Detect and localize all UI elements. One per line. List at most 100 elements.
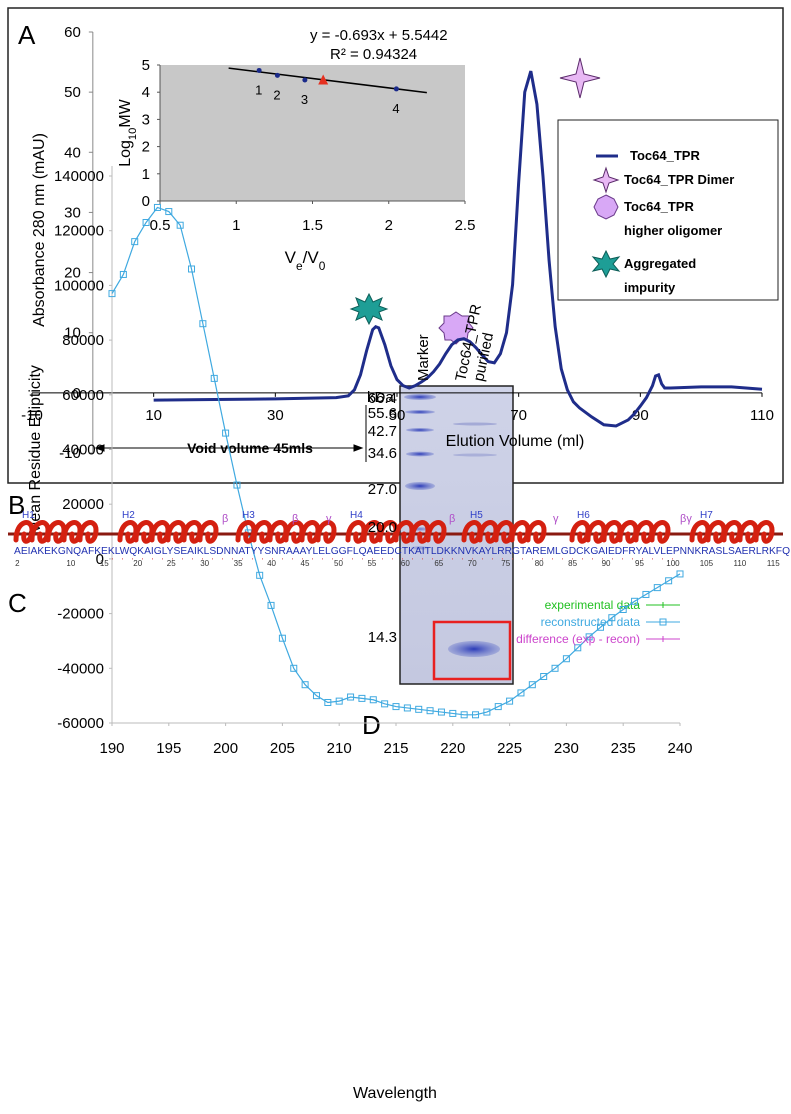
cd-point: [153, 203, 161, 211]
cd-point: [267, 601, 275, 609]
annotation: Void volume 45mls: [187, 440, 313, 456]
residue-number: 60: [401, 559, 410, 568]
turn-label: γ: [553, 513, 559, 525]
x-tick-label: 215: [383, 740, 408, 757]
x-tick-label: 210: [327, 740, 352, 757]
residue-number: 25: [167, 559, 176, 568]
helix-turn: [649, 520, 671, 544]
legend-label: reconstructed data: [541, 615, 641, 629]
cd-point: [369, 696, 377, 704]
aggregate-marker: [349, 292, 389, 326]
y-tick-label: 120000: [54, 223, 104, 240]
legend-swatch: [659, 618, 667, 626]
y-axis-label-part: Log: [117, 140, 134, 167]
x-axis-label-part: /V: [303, 248, 320, 267]
cd-point: [540, 673, 548, 681]
y-tick-label: 3: [142, 111, 150, 128]
x-tick-label: 30: [267, 407, 284, 424]
y-tick-label: 0: [142, 193, 150, 210]
legend-label: higher oligomer: [624, 223, 722, 238]
point: [274, 72, 280, 78]
cd-point: [631, 597, 639, 605]
cd-point: [596, 623, 604, 631]
legend-label: Toc64_TPR Dimer: [624, 172, 734, 187]
y-axis-label: Log10MW: [117, 98, 139, 166]
cd-point: [403, 704, 411, 712]
oligomer-marker: [438, 311, 474, 345]
trendline: [228, 67, 427, 94]
lane-label: Marker: [415, 334, 432, 381]
x-axis-label-part: e: [296, 259, 303, 273]
cd-point: [437, 708, 445, 716]
cd-point: [585, 633, 593, 641]
y-tick-label: 40: [64, 144, 81, 161]
cd-point: [312, 692, 320, 700]
marker-label: 55.6: [368, 405, 397, 422]
y-tick-label: 140000: [54, 168, 104, 185]
x-tick-label: 2.5: [455, 217, 476, 234]
cd-point: [301, 681, 309, 689]
x-tick-label: 1.5: [302, 217, 323, 234]
x-tick-label: 200: [213, 740, 238, 757]
y-tick-label: 0: [96, 551, 104, 568]
cd-point: [335, 697, 343, 705]
point-label: 3: [301, 92, 308, 107]
y-tick-label: 50: [64, 84, 81, 101]
cd-point: [562, 655, 570, 663]
turn-label: β: [222, 513, 228, 525]
x-axis-label: Ve/V0: [285, 248, 326, 273]
x-tick-label: 110: [750, 407, 774, 424]
residue-number: 75: [501, 559, 510, 568]
cd-point: [347, 693, 355, 701]
y-tick-label: 2: [142, 139, 150, 156]
helix-turn: [197, 520, 219, 544]
point-label: 4: [392, 101, 399, 116]
r-squared: R² = 0.94324: [330, 46, 417, 63]
panel-label: C: [8, 588, 27, 618]
point: [302, 77, 308, 83]
x-tick-label: 2: [385, 217, 393, 234]
point-label: 1: [255, 82, 262, 97]
residue-number: 10: [66, 559, 75, 568]
point: [393, 86, 399, 92]
cd-point: [642, 590, 650, 598]
x-axis-label-part: V: [285, 248, 297, 267]
x-tick-label: 220: [440, 740, 465, 757]
legend-swatch: [591, 249, 621, 279]
dimer-marker: [559, 57, 601, 99]
cd-point: [494, 703, 502, 711]
marker-label: 42.7: [368, 423, 397, 440]
y-tick-label: 30: [64, 204, 81, 221]
residue-number: 2: [15, 559, 20, 568]
x-tick-label: 240: [667, 740, 692, 757]
y-axis-label-part: 10: [127, 128, 139, 140]
cd-point: [676, 570, 684, 578]
residue-number: 35: [234, 559, 243, 568]
x-tick-label: 70: [510, 407, 527, 424]
cd-point: [199, 320, 207, 328]
cd-point: [392, 703, 400, 711]
y-tick-label: -20000: [57, 606, 104, 623]
y-tick-label: -10: [59, 445, 81, 462]
helix-label: H2: [122, 510, 135, 521]
x-tick-label: 235: [611, 740, 636, 757]
residue-number: 40: [267, 559, 276, 568]
x-tick-label: 10: [145, 407, 162, 424]
helix-label: H6: [577, 510, 590, 521]
legend-label: experimental data: [545, 598, 641, 612]
y-axis-label-part: MW: [117, 98, 134, 127]
cd-point: [517, 689, 525, 697]
residue-number: 15: [100, 559, 109, 568]
legend-label: Toc64_TPR: [624, 199, 694, 214]
cd-point: [108, 290, 116, 298]
cd-point: [608, 614, 616, 622]
cd-point: [324, 698, 332, 706]
x-tick-label: 195: [156, 740, 181, 757]
cd-point: [381, 700, 389, 708]
residue-number: 50: [334, 559, 343, 568]
x-tick-label: 1: [232, 217, 240, 234]
y-tick-label: 100000: [54, 277, 104, 294]
helix-turn: [425, 520, 447, 544]
x-tick-label: 0.5: [150, 217, 171, 234]
